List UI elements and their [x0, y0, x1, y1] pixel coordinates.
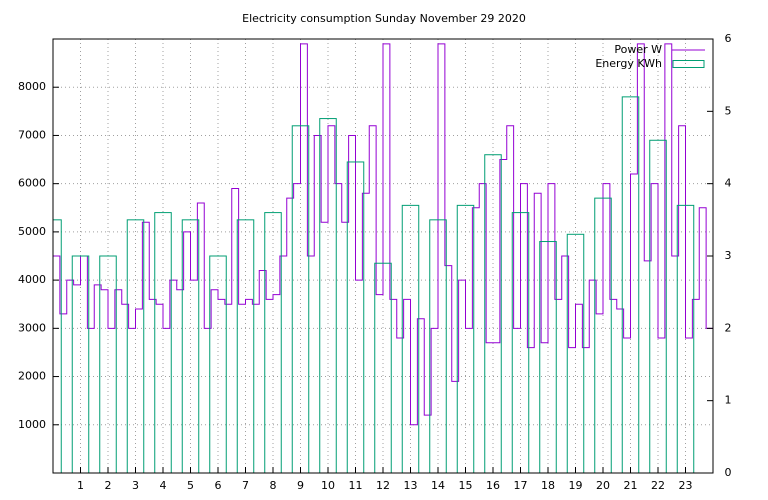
- energy-bar: [181, 219, 200, 473]
- y-tick-label: 8000: [18, 80, 46, 93]
- x-tick-label: 10: [321, 479, 335, 492]
- x-tick-label: 16: [486, 479, 500, 492]
- energy-bar: [209, 255, 227, 473]
- energy-bar: [676, 204, 695, 473]
- y2-tick-label: 6: [725, 32, 732, 45]
- energy-bar: [236, 219, 255, 473]
- y-tick-label: 7000: [18, 128, 46, 141]
- x-tick-label: 3: [132, 479, 139, 492]
- x-tick-label: 23: [679, 479, 693, 492]
- y-tick-label: 3000: [18, 321, 46, 334]
- x-tick-label: 15: [459, 479, 473, 492]
- legend-label: Energy KWh: [595, 57, 662, 70]
- x-tick-label: 1: [77, 479, 84, 492]
- y2-tick-label: 1: [725, 394, 732, 407]
- x-tick-label: 9: [297, 479, 304, 492]
- x-tick-label: 11: [349, 479, 363, 492]
- energy-bar: [566, 233, 585, 473]
- x-tick-label: 6: [215, 479, 222, 492]
- energy-bar: [511, 212, 530, 473]
- x-tick-label: 12: [376, 479, 390, 492]
- energy-bar: [53, 219, 62, 473]
- energy-bar: [264, 212, 282, 473]
- energy-bar: [71, 255, 90, 473]
- y-tick-label: 4000: [18, 273, 46, 286]
- x-tick-label: 17: [514, 479, 528, 492]
- y-tick-label: 5000: [18, 225, 46, 238]
- energy-bar: [594, 197, 612, 473]
- x-tick-label: 5: [187, 479, 194, 492]
- x-tick-label: 14: [431, 479, 445, 492]
- energy-bar: [401, 204, 420, 473]
- energy-bar: [539, 241, 557, 473]
- y-tick-label: 2000: [18, 370, 46, 383]
- x-tick-label: 18: [541, 479, 555, 492]
- y-tick-label: 1000: [18, 418, 46, 431]
- x-tick-label: 20: [596, 479, 610, 492]
- x-tick-label: 21: [624, 479, 638, 492]
- y2-tick-label: 0: [725, 466, 732, 479]
- x-tick-label: 2: [105, 479, 112, 492]
- y2-tick-label: 3: [725, 249, 732, 262]
- legend-label: Power W: [614, 43, 662, 56]
- energy-bar: [154, 212, 172, 473]
- x-tick-label: 19: [569, 479, 583, 492]
- x-tick-label: 22: [651, 479, 665, 492]
- plot-area: [53, 43, 713, 473]
- power-line: [53, 43, 713, 426]
- x-tick-label: 4: [160, 479, 167, 492]
- energy-bar: [99, 255, 117, 473]
- x-tick-label: 8: [270, 479, 277, 492]
- y2-tick-label: 5: [725, 104, 732, 117]
- x-tick-label: 13: [404, 479, 418, 492]
- y2-tick-label: 4: [725, 177, 732, 190]
- y2-tick-label: 2: [725, 321, 732, 334]
- energy-bar: [621, 96, 640, 473]
- energy-bar: [126, 219, 145, 473]
- chart-title: Electricity consumption Sunday November …: [242, 12, 526, 25]
- energy-bar: [456, 204, 475, 473]
- x-tick-label: 7: [242, 479, 249, 492]
- energy-bar: [649, 139, 667, 473]
- energy-bar: [484, 154, 502, 473]
- legend-swatch: [672, 60, 705, 68]
- energy-bar: [291, 125, 310, 473]
- y-tick-label: 6000: [18, 177, 46, 190]
- energy-bar: [374, 262, 392, 473]
- energy-bar: [429, 219, 447, 473]
